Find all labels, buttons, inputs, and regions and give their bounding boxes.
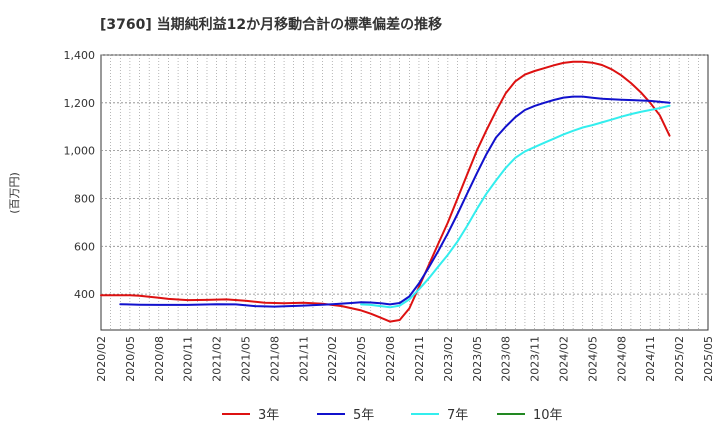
x-tick-label: 2020/05 <box>124 336 137 382</box>
y-axis: 400 600 800 1,000 1,200 1,400 <box>64 49 96 301</box>
x-tick-label: 2021/02 <box>211 336 224 382</box>
x-tick-label: 2021/08 <box>268 336 281 382</box>
legend-label-1: 3年 <box>258 408 279 423</box>
series-line-1 <box>100 60 671 323</box>
x-axis: 2020/02 2020/05 2020/08 2020/11 2021/02 2021/… <box>95 336 715 382</box>
y-axis-label: (百万円) <box>8 172 21 214</box>
x-tick-label: 2024/05 <box>586 336 599 382</box>
x-tick-label: 2023/08 <box>500 336 513 382</box>
y-tick-label: 600 <box>74 240 95 253</box>
x-tick-label: 2022/11 <box>413 336 426 382</box>
series-line-2 <box>119 95 671 308</box>
x-tick-label: 2023/02 <box>442 336 455 382</box>
x-tick-label: 2025/05 <box>702 336 715 382</box>
x-tick-label: 2020/02 <box>95 336 108 382</box>
legend-label-2: 5年 <box>353 408 374 423</box>
legend: 3年 5年 7年 10年 <box>222 408 563 423</box>
x-tick-label: 2023/05 <box>471 336 484 382</box>
y-tick-label: 1,000 <box>64 145 96 158</box>
y-tick-label: 800 <box>74 192 95 205</box>
legend-label-4: 10年 <box>533 408 563 423</box>
series-group <box>100 60 671 323</box>
y-tick-label: 1,200 <box>64 97 96 110</box>
y-tick-label: 400 <box>74 288 95 301</box>
x-tick-label: 2024/02 <box>557 336 570 382</box>
y-tick-label: 1,400 <box>64 49 96 62</box>
plot-area <box>100 54 709 331</box>
series-line-3 <box>360 104 671 309</box>
x-tick-label: 2024/08 <box>615 336 628 382</box>
x-tick-label: 2021/11 <box>297 336 310 382</box>
x-tick-label: 2025/02 <box>673 336 686 382</box>
x-tick-label: 2020/11 <box>182 336 195 382</box>
x-tick-label: 2024/11 <box>644 336 657 382</box>
legend-label-3: 7年 <box>447 408 468 423</box>
x-tick-label: 2023/11 <box>529 336 542 382</box>
x-tick-label: 2022/08 <box>384 336 397 382</box>
x-tick-label: 2020/08 <box>153 336 166 382</box>
grid <box>101 54 708 330</box>
x-tick-label: 2022/02 <box>326 336 339 382</box>
chart-title: [3760] 当期純利益12か月移動合計の標準偏差の推移 <box>100 16 442 33</box>
x-tick-label: 2022/05 <box>355 336 368 382</box>
x-tick-label: 2021/05 <box>240 336 253 382</box>
